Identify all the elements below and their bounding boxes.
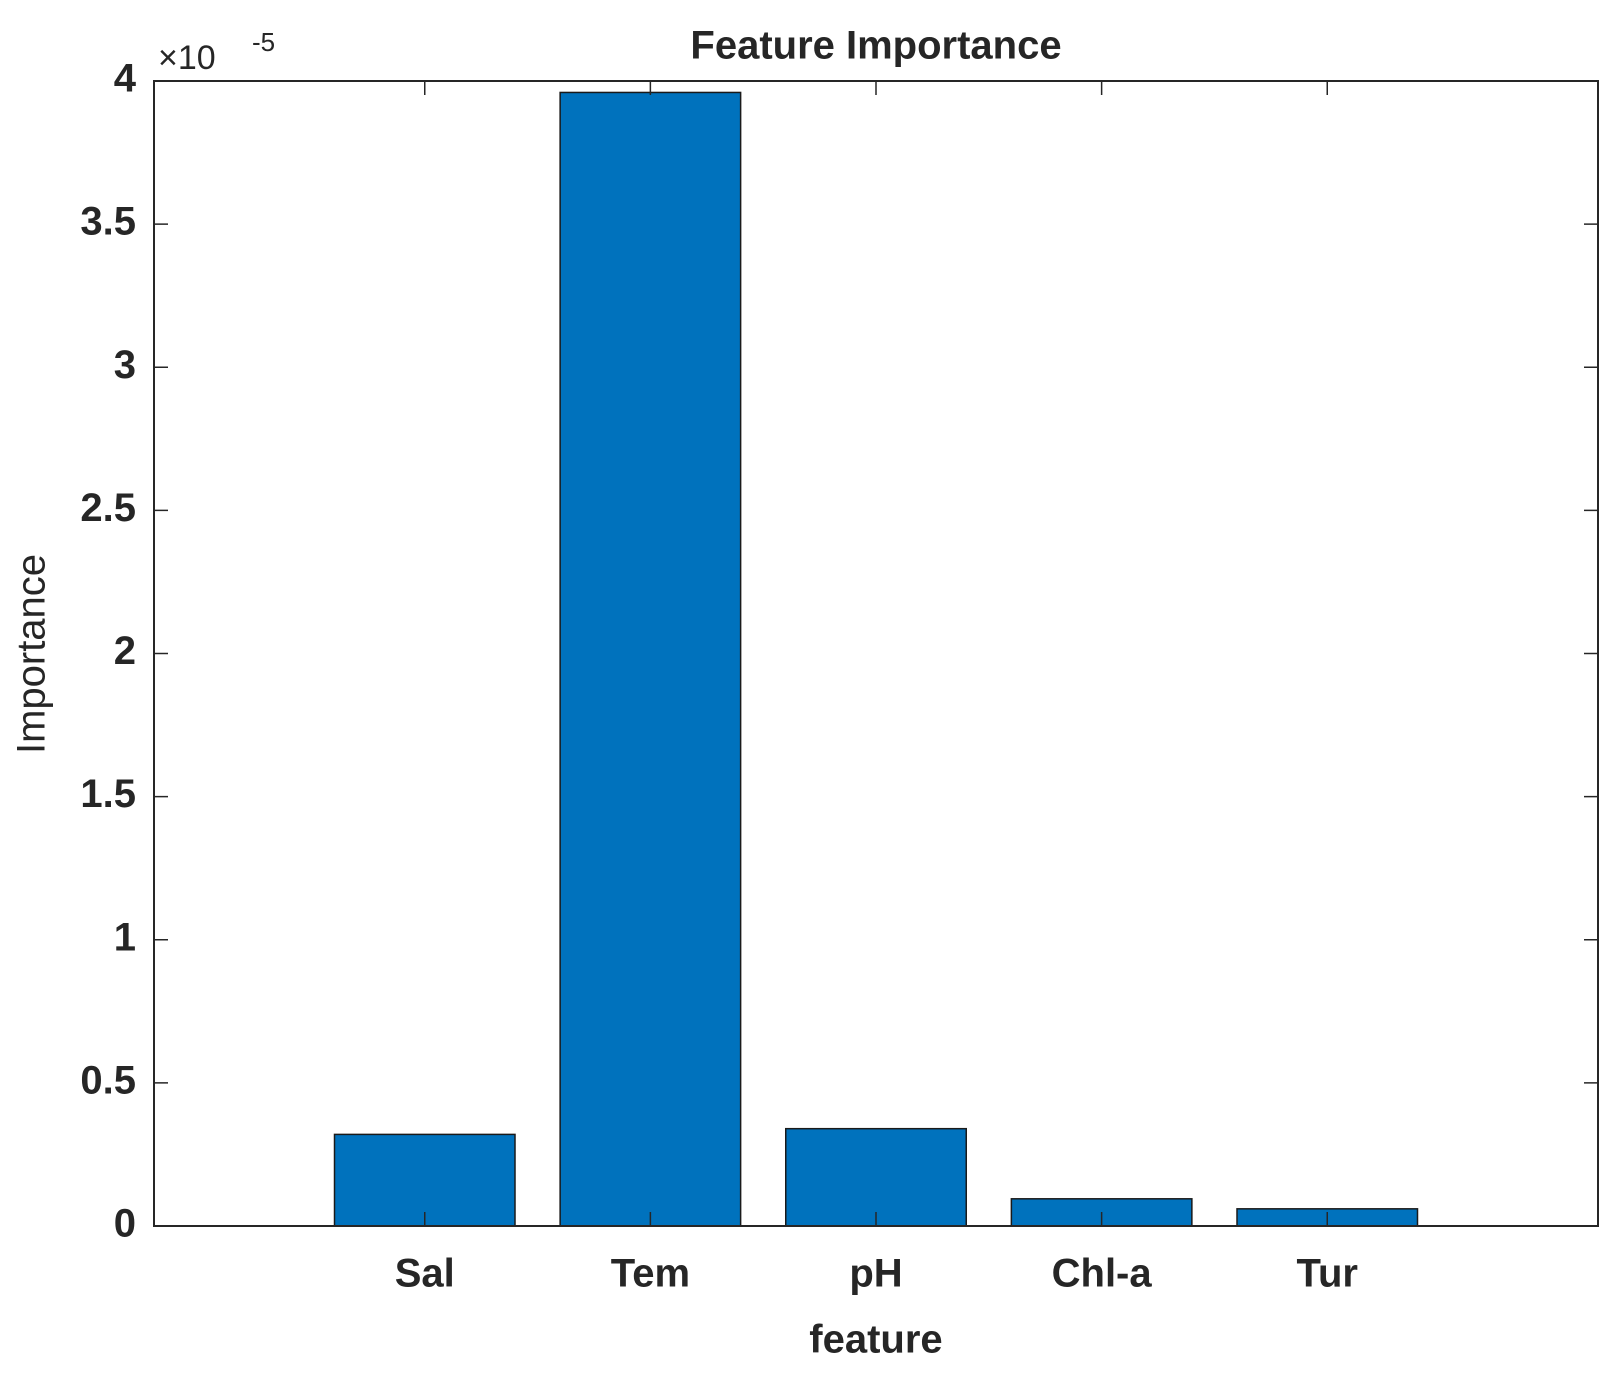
bar [559,91,742,1227]
bar [785,1127,967,1227]
y-tick-label: 3.5 [80,200,136,244]
y-axis-label: Importance [10,554,54,754]
bar [333,1133,516,1227]
x-axis-label: feature [809,1318,942,1362]
x-tick-label: Sal [395,1252,455,1296]
x-tick-label: Chl-a [1052,1252,1153,1296]
x-tick-label: Tur [1297,1252,1358,1296]
y-tick-label: 1 [114,915,136,959]
y-tick-label: 0.5 [80,1058,136,1102]
x-tick-label: pH [849,1252,902,1296]
y-tick-label: 0 [114,1202,136,1246]
y-tick-label: 3 [114,343,136,387]
x-tick-label: Tem [611,1252,690,1296]
y-tick-label: 2 [114,629,136,673]
y-multiplier-exponent: -5 [252,27,275,57]
plot-area [154,81,1598,1226]
y-tick-label: 2.5 [80,486,136,530]
y-multiplier-base: ×10 [158,39,216,77]
y-tick-label: 1.5 [80,772,136,816]
y-tick-label: 4 [114,57,137,101]
plot-frame [153,80,1599,1227]
chart-title: Feature Importance [690,24,1061,68]
